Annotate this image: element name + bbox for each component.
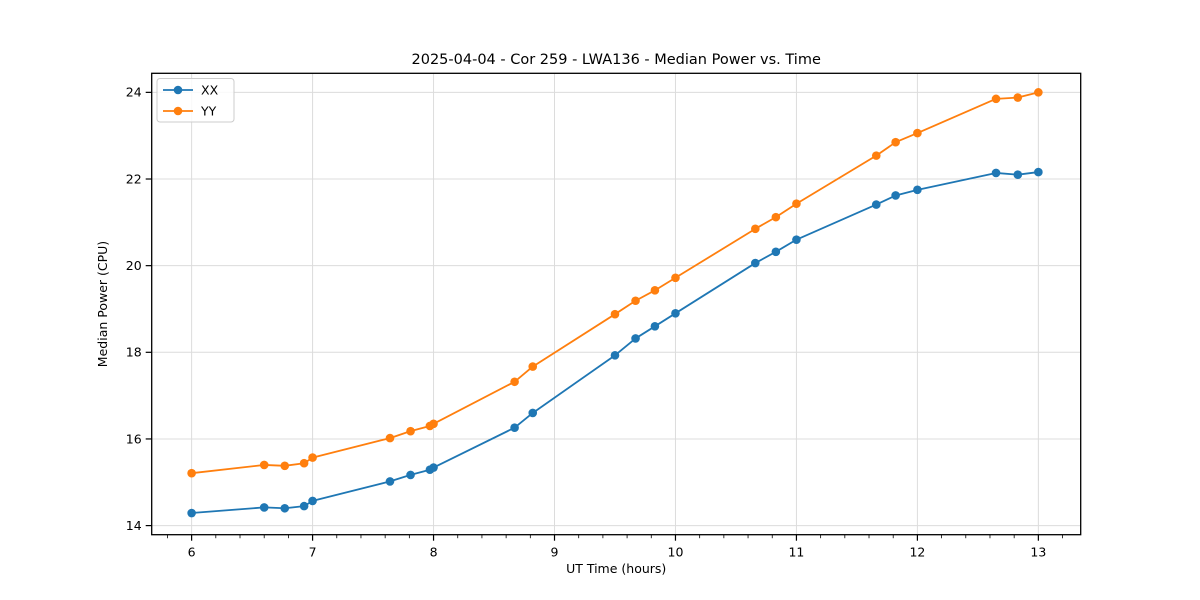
data-point-marker	[1034, 167, 1043, 177]
data-point-marker	[650, 286, 660, 295]
series-line	[190, 91, 1040, 475]
series-yy	[187, 88, 1043, 478]
legend-sample-marker	[173, 85, 183, 95]
data-point-marker	[1013, 93, 1023, 102]
data-point-marker	[429, 463, 438, 472]
data-point-marker	[308, 453, 317, 462]
data-point-marker	[385, 433, 395, 443]
y-tick-label: 14	[126, 518, 142, 533]
data-point-marker	[871, 200, 881, 209]
data-point-marker	[991, 94, 1001, 104]
x-tick-label: 8	[430, 545, 438, 560]
data-point-marker	[631, 334, 640, 343]
data-point-marker	[991, 168, 1001, 178]
y-tick-label: 22	[126, 171, 142, 186]
x-tick-label: 9	[551, 545, 559, 560]
data-point-marker	[610, 309, 620, 319]
data-point-marker	[280, 461, 290, 471]
y-axis-label: Median Power (CPU)	[95, 241, 110, 367]
y-tick-label: 20	[126, 258, 142, 273]
data-point-marker	[650, 322, 660, 331]
data-point-marker	[299, 501, 309, 511]
data-point-marker	[308, 496, 317, 506]
data-point-marker	[406, 426, 415, 436]
x-tick-label: 13	[1030, 545, 1046, 560]
data-point-marker	[259, 460, 269, 470]
data-point-marker	[429, 419, 438, 429]
data-point-marker	[1013, 170, 1023, 179]
data-point-marker	[771, 212, 781, 222]
series-xx	[187, 167, 1043, 518]
grid	[151, 73, 1081, 535]
data-point-marker	[406, 470, 415, 480]
x-tick-label: 12	[909, 545, 925, 560]
data-point-marker	[751, 258, 760, 268]
legend-box	[156, 78, 235, 123]
series-line	[190, 171, 1040, 514]
y-tick-label: 16	[126, 431, 142, 446]
data-point-marker	[385, 477, 395, 486]
y-tick-label: 24	[126, 85, 142, 100]
data-point-marker	[510, 377, 519, 387]
data-point-marker	[528, 362, 538, 371]
data-point-marker	[891, 137, 900, 147]
data-point-marker	[259, 503, 269, 512]
data-point-marker	[528, 408, 538, 418]
data-point-marker	[751, 224, 760, 234]
data-point-marker	[187, 508, 196, 518]
ticks	[145, 91, 1063, 541]
x-tick-label: 10	[668, 545, 684, 560]
data-point-marker	[913, 185, 922, 195]
data-point-marker	[280, 503, 290, 513]
data-point-marker	[671, 273, 680, 283]
x-axis-label: UT Time (hours)	[566, 561, 666, 576]
chart-title: 2025-04-04 - Cor 259 - LWA136 - Median P…	[412, 52, 821, 68]
y-tick-label: 18	[126, 345, 142, 360]
data-point-marker	[610, 351, 620, 360]
legend-sample-marker	[173, 106, 183, 116]
x-tick-label: 7	[309, 545, 317, 560]
data-point-marker	[510, 423, 519, 432]
data-point-marker	[671, 309, 680, 318]
data-point-marker	[891, 191, 900, 200]
data-point-marker	[299, 458, 309, 468]
data-point-marker	[913, 128, 922, 138]
data-point-marker	[871, 151, 881, 160]
legend: XX YY	[156, 78, 235, 123]
data-point-marker	[771, 247, 781, 257]
legend-entry-label: XX	[201, 82, 219, 97]
axes-spines	[151, 72, 1082, 536]
data-point-marker	[187, 468, 196, 478]
data-point-marker	[792, 235, 801, 244]
legend-entry-label: YY	[200, 103, 217, 118]
data-point-marker	[792, 199, 801, 209]
x-tick-label: 6	[188, 545, 196, 560]
data-point-marker	[631, 296, 640, 306]
x-tick-label: 11	[788, 545, 804, 560]
data-point-marker	[1034, 88, 1043, 97]
